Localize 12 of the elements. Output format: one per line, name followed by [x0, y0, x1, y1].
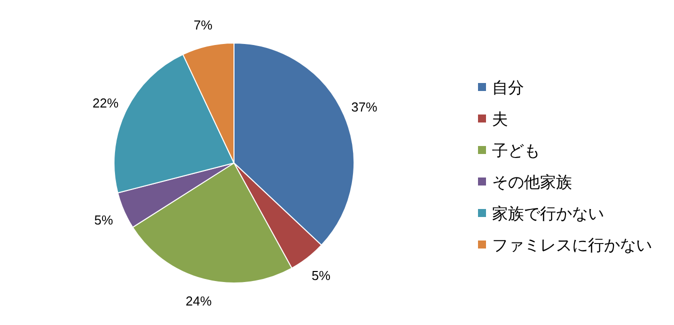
- data-label: 5%: [312, 268, 331, 284]
- legend-label: その他家族: [492, 174, 572, 192]
- data-label: 22%: [92, 96, 119, 111]
- data-label: 37%: [351, 100, 378, 115]
- legend-label: 夫: [492, 110, 508, 128]
- legend-label: 子ども: [492, 143, 540, 160]
- data-label: 24%: [186, 294, 212, 309]
- data-label: 7%: [194, 17, 213, 32]
- legend-label: ファミレスに行かない: [492, 238, 652, 254]
- legend-label: 家族で行かない: [492, 205, 604, 223]
- legend-label: 自分: [492, 79, 524, 97]
- data-label: 5%: [94, 212, 114, 228]
